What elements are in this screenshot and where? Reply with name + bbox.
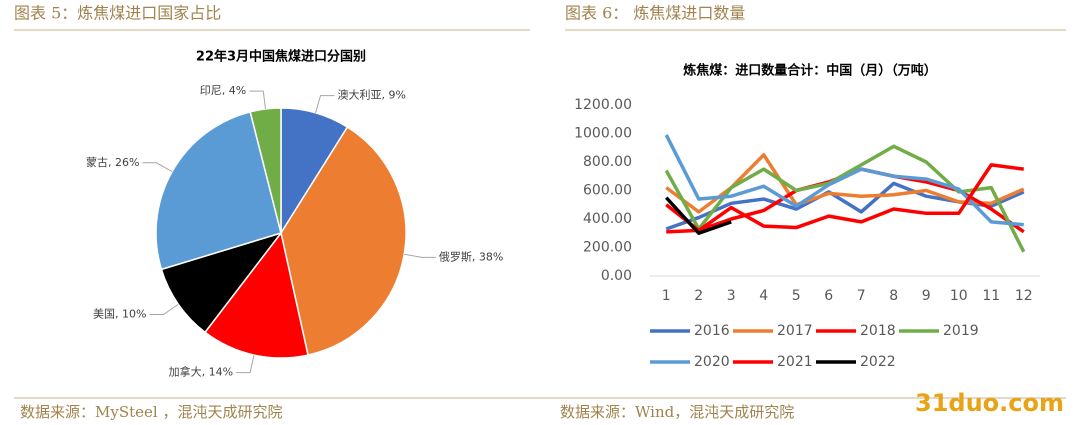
footer-right: 数据来源：Wind，混沌天成研究院 <box>560 403 794 421</box>
pie-slice <box>155 110 282 271</box>
y-tick-label: 0.00 <box>601 268 632 284</box>
x-tick-label: 8 <box>889 288 898 304</box>
legend-label: 2019 <box>943 323 979 339</box>
leader-line <box>149 303 179 316</box>
x-tick-label: 12 <box>1015 288 1033 304</box>
series-line <box>664 196 732 235</box>
footer-left: 数据来源：MySteel ，混沌天成研究院 <box>20 403 282 421</box>
series-line <box>664 144 1026 253</box>
y-tick-label: 600.00 <box>583 183 632 199</box>
x-tick-label: 10 <box>950 288 968 304</box>
pie-slice <box>280 126 407 356</box>
data-label: 加拿大, 14% <box>169 365 233 379</box>
x-tick-label: 11 <box>982 288 1000 304</box>
chart-title: 炼焦煤：进口数量合计：中国（月）（万吨） <box>683 63 937 79</box>
x-tick-label: 6 <box>824 288 833 304</box>
legend-label: 2016 <box>694 323 730 339</box>
header-left: 图表 5：炼焦煤进口国家占比 <box>14 4 221 23</box>
x-tick-label: 5 <box>792 288 801 304</box>
header-right: 图表 6： 炼焦煤进口数量 <box>565 4 745 23</box>
x-tick-label: 1 <box>662 288 671 304</box>
leader-line <box>249 90 266 110</box>
y-tick-label: 1000.00 <box>574 126 632 142</box>
data-label: 蒙古, 26% <box>86 156 139 169</box>
x-tick-label: 9 <box>922 288 931 304</box>
data-label: 印尼, 4% <box>200 84 246 97</box>
series-line <box>664 134 1024 227</box>
leader-line <box>315 95 335 114</box>
data-label: 美国, 10% <box>93 308 146 321</box>
leader-line <box>404 253 436 258</box>
x-tick-label: 2 <box>694 288 703 304</box>
leader-line <box>142 162 173 173</box>
legend-label: 2018 <box>860 323 896 339</box>
y-tick-label: 200.00 <box>583 240 632 256</box>
chart-title: 22年3月中国焦煤进口分国别 <box>196 49 366 65</box>
data-label: 澳大利亚, 9% <box>338 88 406 102</box>
data-label: 俄罗斯, 38% <box>439 250 503 263</box>
legend-label: 2021 <box>777 354 813 370</box>
pie-slice <box>160 231 284 334</box>
y-tick-label: 400.00 <box>583 211 632 227</box>
leader-line <box>236 354 255 374</box>
x-tick-label: 7 <box>857 288 866 304</box>
x-tick-label: 3 <box>727 288 736 304</box>
watermark: 31duo.com <box>915 389 1064 417</box>
y-tick-label: 1200.00 <box>574 97 632 113</box>
series-line <box>665 163 1024 233</box>
legend-label: 2022 <box>860 354 896 370</box>
x-tick-label: 4 <box>759 288 768 304</box>
legend-label: 2017 <box>777 323 813 339</box>
legend-label: 2020 <box>694 354 730 370</box>
y-tick-label: 800.00 <box>583 154 632 170</box>
